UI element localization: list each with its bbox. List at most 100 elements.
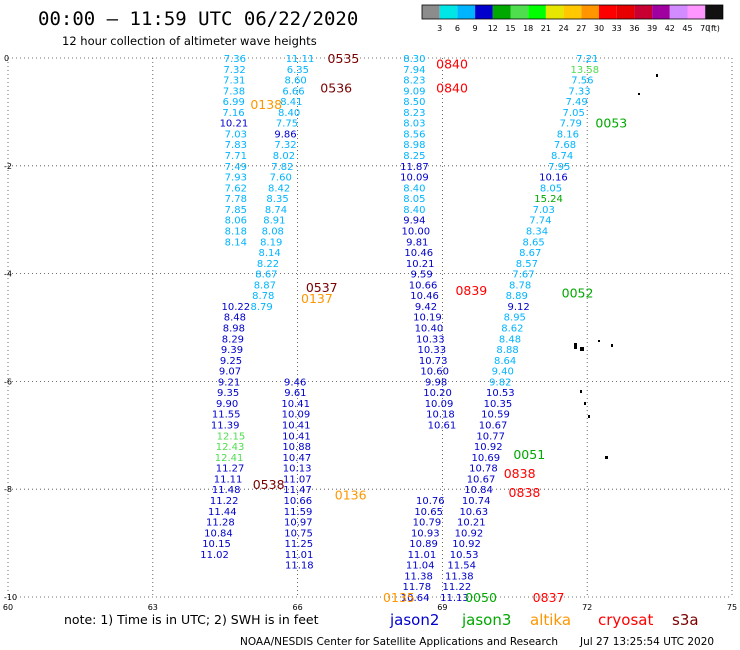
legend-jason3: jason3 bbox=[461, 611, 511, 629]
colorbar-swatch bbox=[510, 5, 529, 19]
wave-height-value: 10.92 bbox=[455, 528, 484, 539]
wave-height-value: 10.61 bbox=[428, 421, 457, 432]
wave-height-value: 7.49 bbox=[225, 162, 247, 173]
wave-height-value: 7.74 bbox=[529, 216, 551, 227]
wave-height-value: 8.78 bbox=[252, 291, 274, 302]
pass-time-label: 0136 bbox=[335, 488, 367, 503]
colorbar-swatch bbox=[669, 5, 688, 19]
pass-time-label: 0839 bbox=[455, 283, 487, 298]
pass-time-label: 0535 bbox=[328, 51, 360, 66]
colorbar-label: 33 bbox=[612, 24, 622, 33]
wave-height-value: 8.67 bbox=[519, 248, 541, 259]
wave-height-value: 10.66 bbox=[409, 280, 438, 291]
wave-height-value: 7.75 bbox=[276, 119, 298, 130]
colorbar-label: 27 bbox=[576, 24, 586, 33]
wave-height-value: 10.33 bbox=[416, 334, 445, 345]
wave-height-value: 10.67 bbox=[479, 421, 508, 432]
wave-height-value: 10.89 bbox=[409, 539, 438, 550]
wave-height-value: 9.40 bbox=[492, 367, 514, 378]
wave-height-value: 7.95 bbox=[548, 162, 570, 173]
wave-height-value: 10.69 bbox=[472, 453, 501, 464]
wave-height-value: 7.03 bbox=[225, 129, 247, 140]
colorbar-swatch bbox=[492, 5, 511, 19]
wave-height-value: 7.62 bbox=[225, 183, 247, 194]
wave-height-value: 8.16 bbox=[557, 129, 579, 140]
wave-height-value: 8.91 bbox=[263, 216, 285, 227]
wave-height-value: 8.87 bbox=[254, 280, 276, 291]
wave-height-value: 8.29 bbox=[222, 334, 244, 345]
wave-height-value: 11.27 bbox=[216, 464, 245, 475]
wave-height-value: 8.18 bbox=[225, 226, 247, 237]
wave-height-value: 11.28 bbox=[206, 518, 235, 529]
colorbar-swatch bbox=[652, 5, 670, 19]
wave-height-value: 8.05 bbox=[540, 183, 562, 194]
wave-height-value: 10.88 bbox=[282, 442, 311, 453]
wave-height-value: 10.77 bbox=[476, 431, 505, 442]
wave-height-value: 11.04 bbox=[406, 561, 435, 572]
wave-height-value: 7.49 bbox=[565, 97, 587, 108]
colorbar-swatch bbox=[705, 5, 723, 19]
wave-height-value: 7.32 bbox=[274, 140, 296, 151]
wave-height-value: 8.74 bbox=[265, 205, 287, 216]
pass-time-label: 0840 bbox=[436, 81, 468, 96]
wave-height-value: 8.89 bbox=[506, 291, 528, 302]
wave-height-value: 11.55 bbox=[212, 410, 241, 421]
colorbar-label: 36 bbox=[629, 24, 639, 33]
wave-height-value: 10.20 bbox=[423, 388, 452, 399]
wave-height-value: 9.25 bbox=[220, 356, 242, 367]
colorbar-swatch bbox=[581, 5, 599, 19]
y-tick-label: 0 bbox=[4, 54, 9, 63]
wave-height-value: 10.93 bbox=[411, 528, 440, 539]
pass-time-label: 0838 bbox=[504, 466, 536, 481]
wave-height-value: 8.06 bbox=[225, 216, 247, 227]
wave-height-value: 8.95 bbox=[504, 313, 526, 324]
wave-height-value: 8.60 bbox=[285, 76, 307, 87]
wave-height-value: 10.63 bbox=[459, 507, 488, 518]
wave-height-value: 8.40 bbox=[403, 205, 425, 216]
wave-height-value: 10.79 bbox=[413, 518, 442, 529]
wave-height-value: 11.54 bbox=[447, 561, 476, 572]
wave-height-value: 7.79 bbox=[560, 119, 582, 130]
colorbar-label: 6 bbox=[455, 24, 460, 33]
wave-height-value: 7.16 bbox=[222, 108, 244, 119]
colorbar-swatch bbox=[439, 5, 458, 19]
chart-title: 00:00 – 11:59 UTC 06/22/2020 bbox=[38, 8, 358, 30]
legend-altika: altika bbox=[530, 611, 571, 629]
wave-height-value: 11.38 bbox=[445, 571, 474, 582]
wave-height-value: 11.22 bbox=[443, 582, 472, 593]
wave-height-value: 12.15 bbox=[217, 431, 246, 442]
wave-height-value: 10.15 bbox=[202, 539, 231, 550]
wave-height-value: 8.65 bbox=[522, 237, 544, 248]
wave-height-value: 8.23 bbox=[403, 76, 425, 87]
wave-height-value: 10.75 bbox=[284, 528, 313, 539]
wave-height-value: 10.67 bbox=[467, 474, 496, 485]
wave-height-value: 8.35 bbox=[266, 194, 288, 205]
pass-time-label: 0051 bbox=[513, 447, 545, 462]
colorbar-label: 21 bbox=[541, 24, 551, 33]
wave-height-value: 7.03 bbox=[533, 205, 555, 216]
colorbar-label: 15 bbox=[505, 24, 515, 33]
wave-height-value: 15.24 bbox=[534, 194, 563, 205]
pass-time-label: 0137 bbox=[301, 291, 333, 306]
footer-note: note: 1) Time is in UTC; 2) SWH is in fe… bbox=[64, 612, 319, 627]
wave-height-value: 9.09 bbox=[403, 86, 425, 97]
wave-height-value: 7.85 bbox=[225, 205, 247, 216]
wave-height-value: 11.44 bbox=[208, 507, 237, 518]
x-tick-label: 63 bbox=[148, 603, 158, 612]
wave-height-value: 10.53 bbox=[450, 550, 479, 561]
wave-height-value: 9.07 bbox=[219, 367, 241, 378]
colorbar-label: 70 bbox=[700, 24, 710, 33]
wave-height-value: 9.59 bbox=[411, 270, 433, 281]
wave-height-value: 11.11 bbox=[286, 54, 315, 65]
wave-height-value: 8.22 bbox=[257, 259, 279, 270]
wave-height-value: 10.21 bbox=[406, 259, 435, 270]
wave-height-value: 10.73 bbox=[419, 356, 448, 367]
wave-height-value: 9.42 bbox=[415, 302, 437, 313]
wave-height-value: 8.64 bbox=[494, 356, 516, 367]
footer-credit: NOAA/NESDIS Center for Satellite Applica… bbox=[240, 636, 558, 648]
y-tick-label: -10 bbox=[4, 593, 17, 602]
x-tick-label: 72 bbox=[582, 603, 592, 612]
wave-height-value: 7.05 bbox=[563, 108, 585, 119]
colorbar: 3 6 9 12 15 18 21 24 27 30 33 36 39 42 45 70(ft) bbox=[421, 4, 724, 33]
